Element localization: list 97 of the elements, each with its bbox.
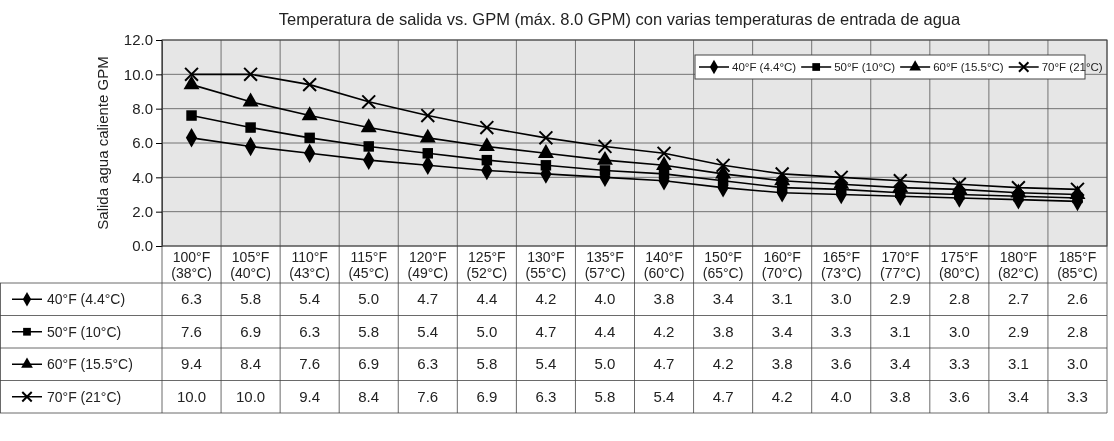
data-label: 5.4: [417, 322, 439, 340]
data-label: 5.4: [299, 290, 321, 308]
data-label: 3.3: [830, 322, 852, 340]
data-label: 4.0: [830, 387, 852, 405]
data-label: 4.4: [476, 290, 498, 308]
chart-title: Temperatura de salida vs. GPM (máx. 8.0 GPM) con varias temperaturas de entrada de agua: [278, 10, 962, 28]
data-label: 10.0: [176, 387, 207, 405]
y-tick-label: 2.0: [132, 202, 153, 220]
data-label: 8.4: [240, 355, 262, 373]
x-tick-label: 175°F (80°C): [939, 249, 980, 281]
x-tick-label: 105°F (40°C): [230, 249, 271, 281]
text: 50°F (10°C): [47, 323, 122, 340]
data-label: 5.8: [358, 322, 380, 340]
x-tick-label: 135°F (57°C): [584, 249, 626, 281]
data-label: 4.7: [712, 387, 734, 405]
data-label: 6.3: [181, 290, 202, 308]
x-tick-label: 140°F (60°C): [643, 249, 685, 281]
data-label: 2.8: [948, 290, 970, 308]
y-tick-label: 4.0: [132, 168, 153, 186]
x-tick-label: 100°F (38°C): [171, 249, 212, 281]
data-label: 6.3: [299, 322, 321, 340]
data-label: 5.4: [535, 355, 557, 373]
data-label: 5.0: [358, 290, 380, 308]
x-tick-label: 115°F (45°C): [348, 249, 390, 281]
data-label: 4.2: [653, 322, 675, 340]
x-tick-label: 150°F (65°C): [702, 249, 744, 281]
data-label: 6.3: [535, 387, 557, 405]
x-tick-label: 120°F (49°C): [407, 249, 449, 281]
data-label: 3.8: [712, 322, 734, 340]
legend-label: 40°F (4.4°C): [732, 61, 797, 73]
x-tick-label: 165°F (73°C): [820, 249, 862, 281]
data-label: 3.3: [948, 355, 970, 373]
data-label: 4.7: [535, 322, 557, 340]
data-label: 2.8: [1067, 322, 1088, 340]
data-label: 3.6: [948, 387, 970, 405]
data-label: 3.4: [712, 290, 734, 308]
data-label: 3.4: [1007, 387, 1029, 405]
data-label: 2.6: [1067, 290, 1088, 308]
data-label: 6.9: [476, 387, 498, 405]
legend-label: 70°F (21°C): [1041, 61, 1103, 73]
data-label: 5.8: [594, 387, 616, 405]
data-label: 3.3: [1067, 387, 1088, 405]
text: 40°F (4.4°C): [47, 291, 126, 308]
data-label: 6.9: [240, 322, 262, 340]
x-tick-label: 170°F (77°C): [879, 249, 921, 281]
data-label: 5.8: [476, 355, 498, 373]
data-label: 10.0: [235, 387, 266, 405]
x-tick-label: 110°F (43°C): [289, 249, 330, 281]
data-label: 4.7: [653, 355, 675, 373]
data-label: 2.9: [1007, 322, 1029, 340]
data-label: 4.2: [535, 290, 557, 308]
data-label: 4.4: [594, 322, 616, 340]
data-label: 6.3: [417, 355, 439, 373]
x-tick-label: 125°F (52°C): [466, 249, 508, 281]
data-label: 3.1: [1007, 355, 1029, 373]
legend-label: 60°F (15.5°C): [933, 61, 1004, 73]
data-label: 3.0: [830, 290, 852, 308]
data-label: 3.0: [1067, 355, 1088, 373]
data-label: 3.6: [830, 355, 852, 373]
data-label: 3.1: [771, 290, 793, 308]
data-label: 5.0: [594, 355, 616, 373]
data-label: 7.6: [299, 355, 321, 373]
data-label: 6.9: [358, 355, 380, 373]
y-axis-title: Salida agua caliente GPM: [94, 56, 111, 230]
data-label: 7.6: [181, 322, 202, 340]
text: 60°F (15.5°C): [47, 356, 133, 373]
data-label: 4.2: [712, 355, 734, 373]
y-tick-label: 8.0: [132, 99, 153, 117]
data-label: 5.4: [653, 387, 675, 405]
data-label: 3.4: [771, 322, 793, 340]
data-label: 3.8: [889, 387, 911, 405]
data-label: 5.8: [240, 290, 262, 308]
data-label: 5.0: [476, 322, 498, 340]
data-label: 3.8: [771, 355, 793, 373]
y-tick-label: 12.0: [123, 31, 153, 49]
data-label: 3.8: [653, 290, 675, 308]
data-label: 2.9: [889, 290, 911, 308]
data-label: 2.7: [1007, 290, 1029, 308]
data-label: 3.0: [948, 322, 970, 340]
y-tick-label: 10.0: [123, 65, 153, 83]
x-tick-label: 160°F (70°C): [761, 249, 803, 281]
data-label: 3.4: [889, 355, 911, 373]
data-label: 8.4: [358, 387, 380, 405]
y-tick-label: 0.0: [132, 237, 153, 255]
data-label: 4.7: [417, 290, 439, 308]
x-tick-label: 180°F (82°C): [998, 249, 1039, 281]
data-label: 3.1: [889, 322, 911, 340]
data-label: 4.0: [594, 290, 616, 308]
data-label: 9.4: [181, 355, 202, 373]
text: 70°F (21°C): [47, 388, 122, 405]
y-tick-label: 6.0: [132, 134, 153, 152]
x-tick-label: 185°F (85°C): [1057, 249, 1098, 281]
data-label: 4.2: [771, 387, 793, 405]
x-tick-label: 130°F (55°C): [525, 249, 567, 281]
data-label: 7.6: [417, 387, 439, 405]
legend-label: 50°F (10°C): [834, 61, 896, 73]
data-label: 9.4: [299, 387, 321, 405]
